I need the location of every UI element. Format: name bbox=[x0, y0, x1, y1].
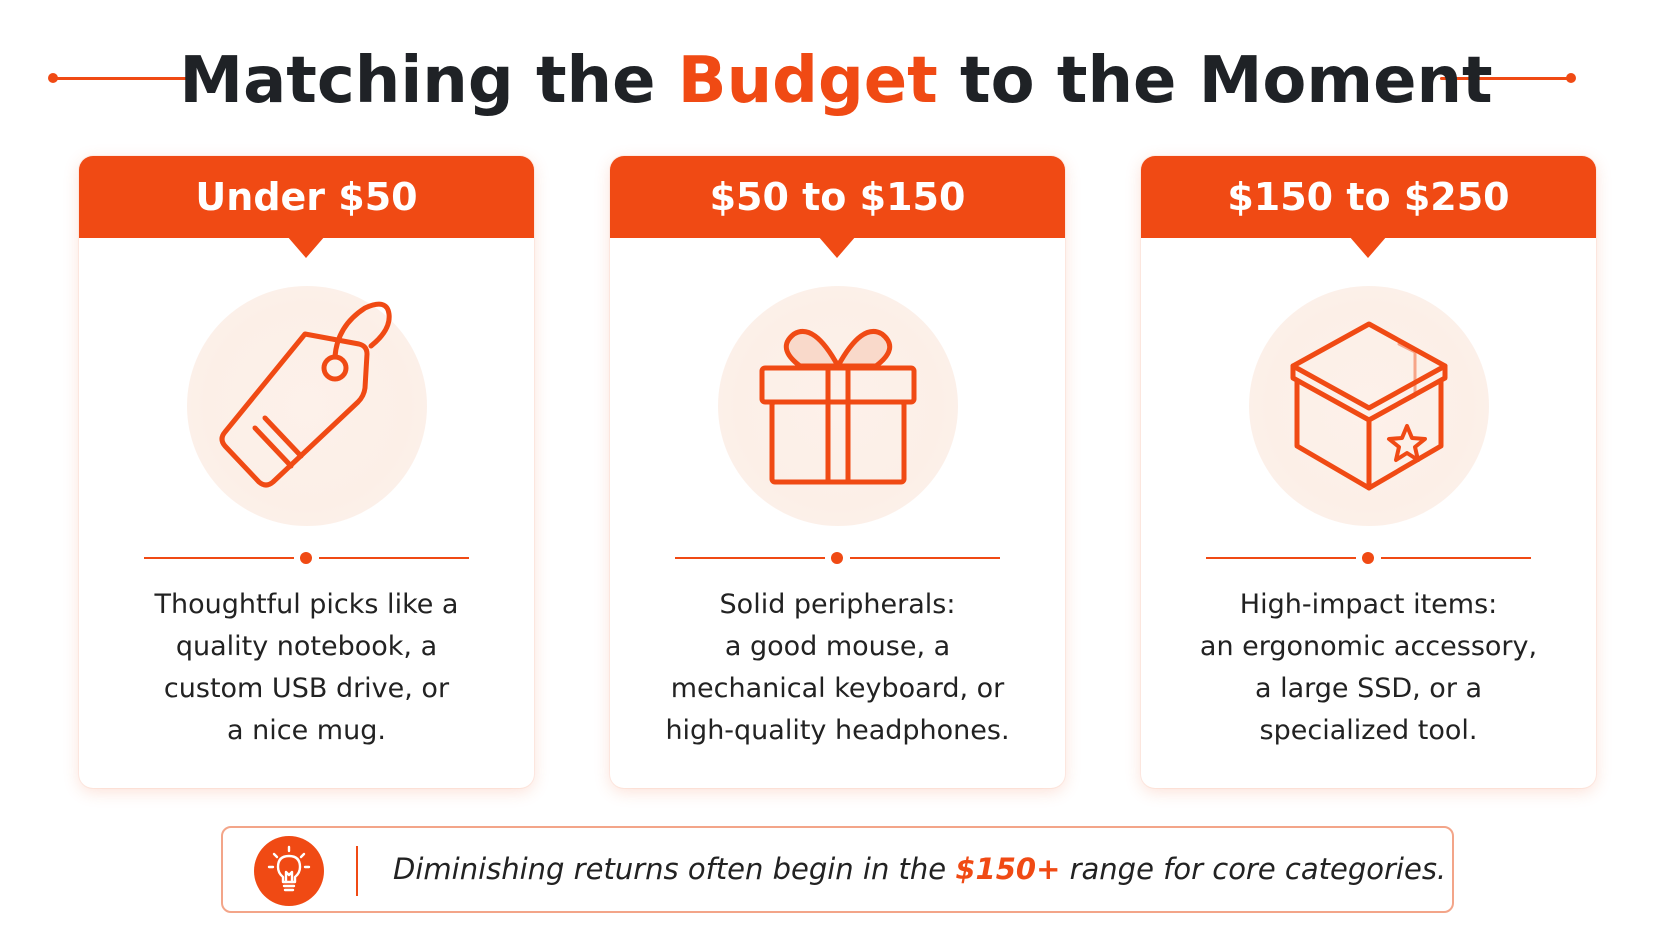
card-desc-line: quality notebook, a bbox=[175, 631, 438, 662]
icon-backdrop bbox=[718, 286, 958, 526]
card-description: High-impact items: an ergonomic accessor… bbox=[1171, 584, 1566, 752]
title-accent: Budget bbox=[677, 44, 938, 118]
card-desc-line: a nice mug. bbox=[227, 715, 386, 746]
card-header-pointer bbox=[818, 236, 856, 258]
note-separator bbox=[356, 846, 358, 896]
title-deco-line-left bbox=[54, 77, 189, 80]
card-desc-line: High-impact items: bbox=[1239, 589, 1498, 620]
card-header-label: $150 to $250 bbox=[1227, 175, 1510, 219]
card-desc-line: a good mouse, a bbox=[724, 631, 951, 662]
card-header-pointer bbox=[287, 236, 325, 258]
divider-dot bbox=[831, 552, 843, 564]
card-header-label: $50 to $150 bbox=[709, 175, 966, 219]
star-package-icon bbox=[1290, 321, 1448, 491]
title-deco-dot-left bbox=[48, 73, 58, 83]
card-desc-line: an ergonomic accessory, bbox=[1199, 631, 1538, 662]
divider-line-left bbox=[675, 557, 825, 559]
title-deco-line-right bbox=[1440, 77, 1570, 80]
title-deco-dot-right bbox=[1566, 73, 1576, 83]
title-part-1: Matching the bbox=[179, 44, 678, 118]
card-desc-line: mechanical keyboard, or bbox=[670, 673, 1005, 704]
insight-note: Diminishing returns often begin in the $… bbox=[221, 826, 1454, 913]
card-header-label: Under $50 bbox=[195, 175, 418, 219]
card-header-pointer bbox=[1349, 236, 1387, 258]
gift-box-icon bbox=[759, 328, 917, 485]
card-description: Thoughtful picks like a quality notebook… bbox=[109, 584, 504, 752]
note-highlight: $150+ bbox=[955, 852, 1061, 886]
card-desc-line: a large SSD, or a bbox=[1254, 673, 1483, 704]
divider-line-right bbox=[319, 557, 469, 559]
note-text: Diminishing returns often begin in the $… bbox=[393, 828, 1446, 911]
divider-line-right bbox=[1381, 557, 1531, 559]
price-tag-icon bbox=[219, 301, 392, 488]
budget-card-under-50: Under $50 Thoughtful picks like a qualit… bbox=[79, 156, 534, 788]
budget-card-150-to-250: $150 to $250 High-impact items: an ergon… bbox=[1141, 156, 1596, 788]
divider-line-left bbox=[144, 557, 294, 559]
card-description: Solid peripherals: a good mouse, a mecha… bbox=[640, 584, 1035, 752]
card-desc-line: high-quality headphones. bbox=[665, 715, 1010, 746]
card-desc-line: specialized tool. bbox=[1259, 715, 1478, 746]
page-title: Matching the Budget to the Moment bbox=[0, 36, 1672, 126]
note-icon-badge bbox=[254, 836, 324, 906]
divider-line-right bbox=[850, 557, 1000, 559]
note-text-after: range for core categories. bbox=[1060, 852, 1447, 886]
card-desc-line: Solid peripherals: bbox=[719, 589, 956, 620]
lightbulb-icon bbox=[267, 845, 311, 892]
divider-dot bbox=[1362, 552, 1374, 564]
card-header: Under $50 bbox=[79, 156, 534, 238]
card-desc-line: custom USB drive, or bbox=[163, 673, 450, 704]
title-part-2: to the Moment bbox=[937, 44, 1493, 118]
divider-line-left bbox=[1206, 557, 1356, 559]
card-header: $150 to $250 bbox=[1141, 156, 1596, 238]
budget-card-50-to-150: $50 to $150 Solid peripherals: a good mo… bbox=[610, 156, 1065, 788]
note-text-before: Diminishing returns often begin in the bbox=[393, 852, 956, 886]
title-row: Matching the Budget to the Moment bbox=[0, 30, 1672, 130]
card-header: $50 to $150 bbox=[610, 156, 1065, 238]
divider-dot bbox=[300, 552, 312, 564]
card-desc-line: Thoughtful picks like a bbox=[154, 589, 459, 620]
